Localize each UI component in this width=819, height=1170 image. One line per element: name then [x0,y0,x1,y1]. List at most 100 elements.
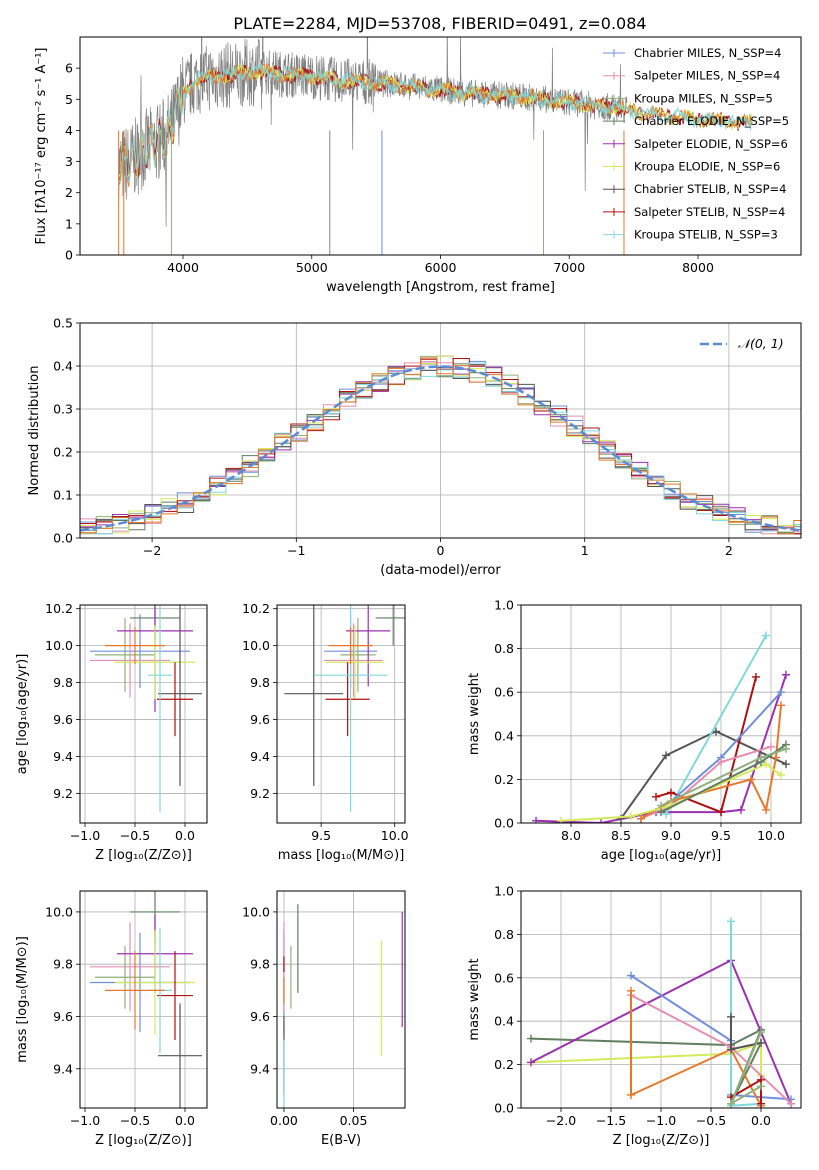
x-axis-label: Z [log₁₀(Z/Z⊙)] [95,848,192,863]
x-axis-label: E(B-V) [321,1133,361,1148]
series-marker [727,917,735,926]
plot-area-age_vs_Z [90,605,202,812]
y-tick-label: 9.4 [53,749,73,764]
series-line [655,676,757,814]
y-tick-label: 9.8 [250,957,270,972]
data-point [158,605,202,787]
series-line [530,1027,763,1105]
panel-age_vs_mass: 9.5 10.0 9.2 9.4 9.6 9.8 10.0 10.2 mass [log₁₀(M… [242,601,409,863]
x-tick-label: 0.0 [751,1113,771,1128]
axes-frame [79,604,208,824]
series-line [620,730,787,820]
series-marker [527,1058,535,1067]
series-marker [777,771,785,780]
y-tick-label: 1 [65,216,73,231]
series-marker [757,1082,765,1091]
series-marker [757,1038,765,1047]
series-marker [627,812,635,821]
x-tick-label: 0.0 [175,828,195,843]
series-marker [777,701,785,710]
panel-mass_vs_ebv: 0.00 0.05 9.4 9.6 9.8 10.0 E(B-V) [242,890,406,1148]
series-marker [757,753,765,762]
series-line [630,990,762,1107]
axes-frame [79,322,802,539]
y-tick-label: 0.2 [53,445,73,460]
x-tick-label: 9.5 [311,828,331,843]
x-tick-label: 4000 [167,260,199,275]
y-tick-label: 9.4 [53,1061,73,1076]
y-axis-label: Flux [fλ10⁻¹⁷ erg cm⁻² s⁻¹ A⁻¹] [34,48,49,245]
data-point [325,662,370,737]
series-marker [737,805,745,814]
model-spectrum [118,62,753,187]
x-tick-label: −1.0 [70,1113,100,1128]
series-marker [727,1045,735,1054]
series-marker [597,819,605,823]
panel-age_vs_Z: −1.0 −0.5 0.0 9.2 9.4 9.6 9.8 10.0 10.2 Z [log₁₀(… [15,601,208,863]
y-tick-label: 0.5 [53,316,73,331]
series-marker [667,788,675,797]
series-line [665,635,767,815]
data-point [90,623,170,698]
axes-frame [79,36,802,256]
x-tick-label: 1 [581,543,589,558]
legend-label: 𝒩(0, 1) [738,336,784,351]
axes-frame [520,604,802,824]
y-tick-label: 6 [65,61,73,76]
series-marker [662,751,670,760]
y-tick-label: 9.6 [53,712,73,727]
series-marker [777,688,785,697]
data-point [375,605,405,646]
series-marker [762,760,770,769]
y-tick-label: 0.2 [494,1057,514,1072]
y-tick-label: 0.1 [53,488,73,503]
x-axis-label: wavelength [Angstrom, rest frame] [326,280,555,295]
series-marker [767,742,775,751]
data-point [324,623,383,698]
y-tick-label: 1.0 [494,884,514,899]
x-tick-label: 10.0 [381,828,409,843]
x-tick-label: 9.5 [711,828,731,843]
axes-frame [276,604,406,824]
y-tick-label: 9.6 [250,1009,270,1024]
legend-label: Kroupa STELIB, N_SSP=3 [634,228,778,242]
y-tick-label: 9.6 [250,712,270,727]
series-marker [782,670,790,679]
y-tick-label: 0.0 [53,531,73,546]
model-spectrum [118,63,753,185]
y-tick-label: 10.0 [242,638,270,653]
y-tick-label: 0.6 [494,970,514,985]
y-tick-label: 9.2 [250,786,270,801]
series-marker [627,1090,635,1099]
y-tick-label: 4 [65,123,73,138]
legend-label: Salpeter STELIB, N_SSP=4 [634,205,785,219]
series-marker [627,971,635,980]
x-tick-label: 10.0 [757,828,785,843]
x-axis-label: Z [log₁₀(Z/Z⊙)] [95,1133,192,1148]
panel-mass_vs_Z: −1.0 −0.5 0.0 9.4 9.6 9.8 10.0 Z [log₁₀(Z/Z⊙)] m… [15,890,208,1148]
y-tick-label: 9.8 [53,675,73,690]
y-tick-label: 0.8 [494,641,514,656]
data-point [157,951,193,1041]
x-tick-label: −0.5 [120,1113,150,1128]
data-point [95,945,155,1009]
series-marker [637,814,645,823]
data-point [115,625,195,700]
y-tick-label: 0.4 [494,728,514,743]
y-tick-label: 10.2 [242,601,270,616]
series-marker [782,760,790,769]
series-line [535,674,787,823]
normal-curve [80,365,801,532]
y-tick-label: 0.4 [494,1014,514,1029]
legend-label: Kroupa MILES, N_SSP=5 [634,91,773,105]
legend-label: Salpeter ELODIE, N_SSP=6 [634,137,788,151]
x-tick-label: 5000 [296,260,328,275]
data-point [284,605,344,787]
y-tick-label: 9.4 [250,1061,270,1076]
series-line [530,1041,762,1076]
y-tick-label: 5 [65,92,73,107]
y-axis-label: mass weight [467,958,482,1040]
data-point [313,605,388,812]
series-marker [717,757,725,766]
series-marker [652,792,660,801]
